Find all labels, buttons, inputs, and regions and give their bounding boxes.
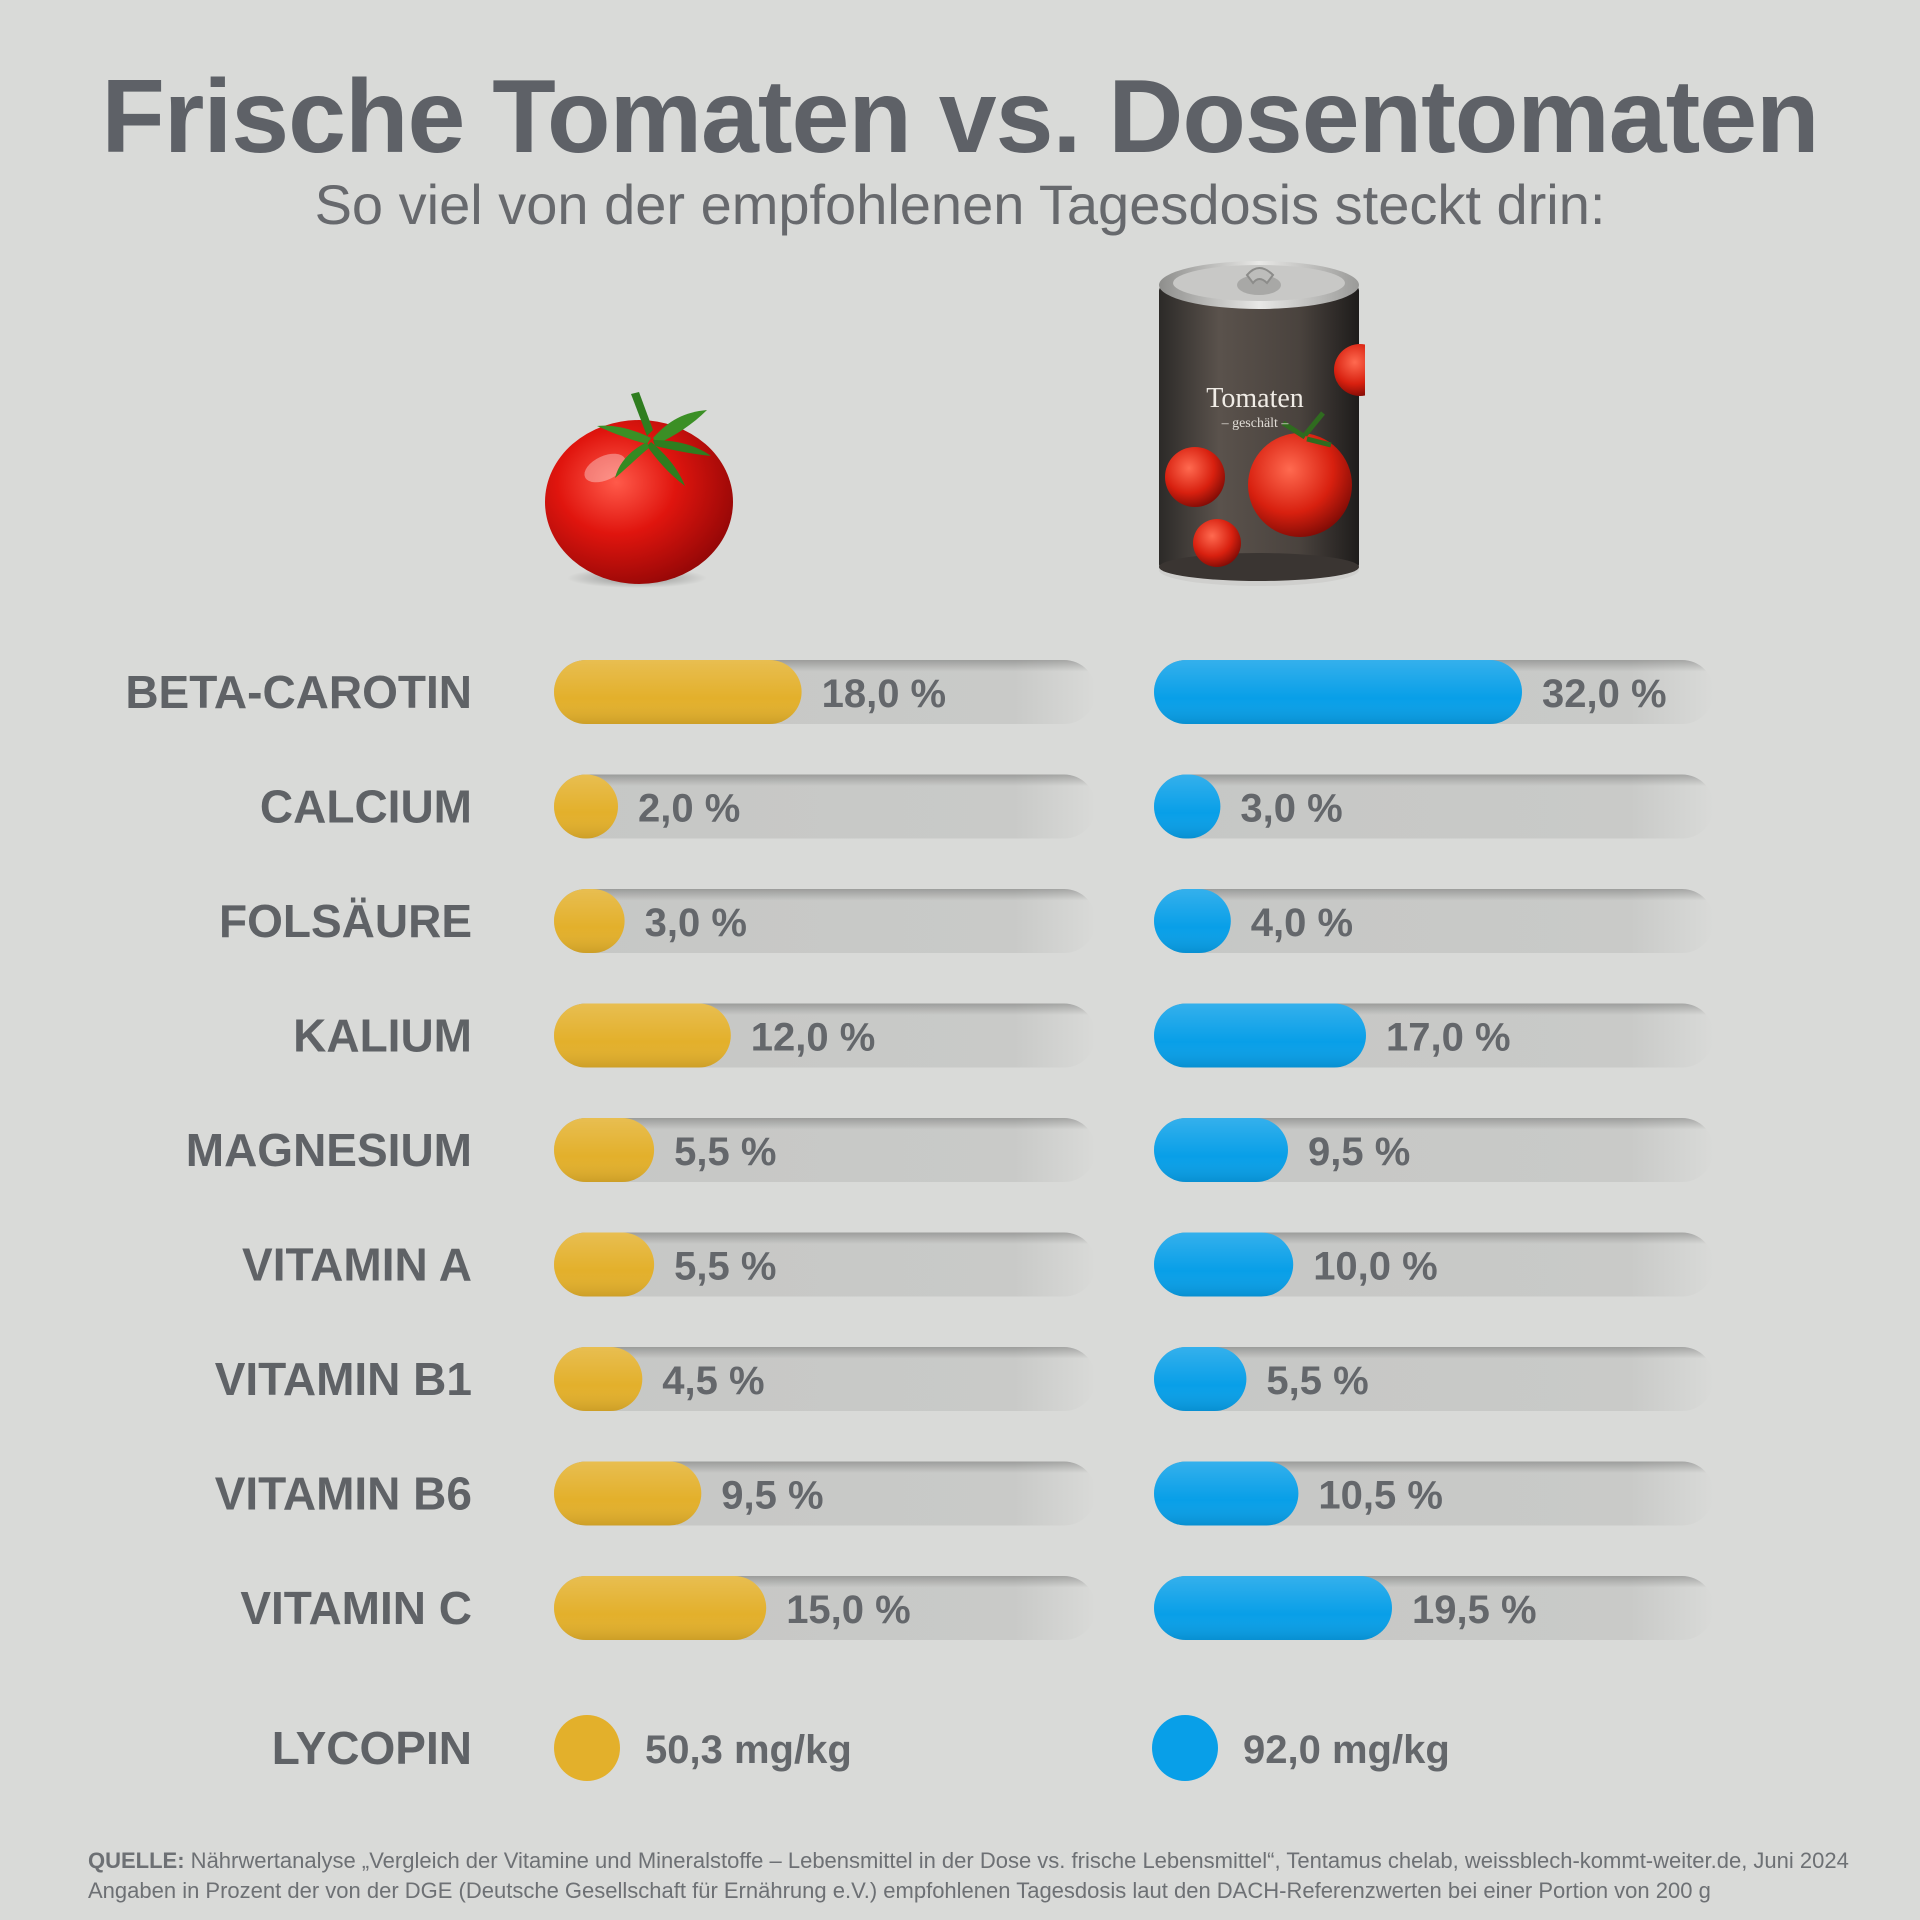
value-label-canned: 10,0 % — [1313, 1245, 1438, 1289]
bar-track-shade — [1154, 889, 1714, 953]
bar-track-shade — [1154, 774, 1714, 839]
bar-gloss — [554, 1003, 731, 1068]
category-label: VITAMIN B1 — [215, 1353, 472, 1405]
bar-gloss — [554, 889, 625, 953]
value-label-canned: 4,0 % — [1251, 901, 1353, 945]
category-label: VITAMIN C — [240, 1582, 472, 1634]
bar-track-shade — [554, 774, 1096, 839]
value-label-canned: 19,5 % — [1412, 1588, 1537, 1632]
value-label-fresh: 5,5 % — [674, 1130, 776, 1174]
value-label-fresh: 9,5 % — [721, 1474, 823, 1518]
category-label: CALCIUM — [260, 781, 472, 833]
category-label: VITAMIN B6 — [215, 1468, 472, 1520]
value-label-canned: 32,0 % — [1542, 672, 1667, 716]
tomato-can-icon: Tomaten – geschält – — [1155, 255, 1386, 595]
value-label-fresh: 18,0 % — [822, 672, 947, 716]
value-label-canned: 3,0 % — [1240, 787, 1342, 831]
source-text: Nährwertanalyse „Vergleich der Vitamine … — [184, 1848, 1849, 1873]
bar-gloss — [554, 1118, 655, 1182]
value-label-canned: 17,0 % — [1386, 1016, 1511, 1060]
source-key: QUELLE: — [88, 1848, 185, 1873]
bar-gloss — [554, 660, 802, 724]
fresh-tomato-icon — [535, 390, 740, 590]
lycopin-dot-canned — [1152, 1715, 1218, 1781]
bar-gloss — [554, 1576, 767, 1640]
value-label-canned: 9,5 % — [1308, 1130, 1410, 1174]
bar-gloss — [1154, 1576, 1392, 1640]
bar-gloss — [554, 1461, 702, 1526]
bar-gloss — [1154, 1232, 1294, 1297]
category-label: VITAMIN A — [242, 1239, 472, 1291]
category-label: KALIUM — [293, 1010, 472, 1062]
bar-track-shade — [554, 1118, 1096, 1182]
lycopin-dot-fresh — [554, 1715, 620, 1781]
value-label-fresh: 15,0 % — [786, 1588, 911, 1632]
bar-gloss — [1154, 889, 1231, 953]
bar-gloss — [554, 1232, 655, 1297]
footer-note: Angaben in Prozent der von der DGE (Deut… — [88, 1878, 1711, 1903]
bar-gloss — [1154, 1003, 1366, 1068]
category-label: MAGNESIUM — [186, 1124, 472, 1176]
value-label-fresh: 12,0 % — [751, 1016, 876, 1060]
bar-track-shade — [554, 889, 1096, 953]
value-label-fresh: 3,0 % — [645, 901, 747, 945]
can-sub-label: – geschält – — [1221, 416, 1290, 431]
value-label-canned: 5,5 % — [1266, 1359, 1368, 1403]
source-line: QUELLE: Nährwertanalyse „Vergleich der V… — [88, 1846, 1868, 1876]
bar-gloss — [1154, 1118, 1288, 1182]
nutrient-comparison-chart: BETA-CAROTIN 18,0 % 32,0 % CALCIUM 2,0 % 3,0 … — [125, 660, 1714, 1781]
page-subtitle: So viel von der empfohlenen Tagesdosis s… — [314, 173, 1606, 236]
category-label: FOLSÄURE — [219, 895, 472, 947]
bar-track-shade — [1154, 1347, 1714, 1411]
page-title: Frische Tomaten vs. Dosentomaten — [101, 59, 1819, 175]
bar-track-shade — [1154, 1118, 1714, 1182]
lycopin-label-canned: 92,0 mg/kg — [1243, 1728, 1450, 1772]
value-label-canned: 10,5 % — [1318, 1474, 1443, 1518]
bar-gloss — [554, 774, 618, 839]
category-label: BETA-CAROTIN — [125, 666, 472, 718]
can-brand-label: Tomaten — [1206, 383, 1304, 414]
value-label-fresh: 2,0 % — [638, 787, 740, 831]
bar-gloss — [1154, 660, 1522, 724]
footer: QUELLE: Nährwertanalyse „Vergleich der V… — [88, 1846, 1868, 1906]
bar-gloss — [1154, 1347, 1247, 1411]
category-label-lycopin: LYCOPIN — [272, 1722, 472, 1774]
bar-track-shade — [554, 1232, 1096, 1297]
value-label-fresh: 4,5 % — [662, 1359, 764, 1403]
bar-gloss — [554, 1347, 643, 1411]
bar-track-shade — [554, 1347, 1096, 1411]
bar-gloss — [1154, 1461, 1299, 1526]
bar-gloss — [1154, 774, 1221, 839]
lycopin-label-fresh: 50,3 mg/kg — [645, 1728, 852, 1772]
bar-track-shade — [1154, 1232, 1714, 1297]
value-label-fresh: 5,5 % — [674, 1245, 776, 1289]
